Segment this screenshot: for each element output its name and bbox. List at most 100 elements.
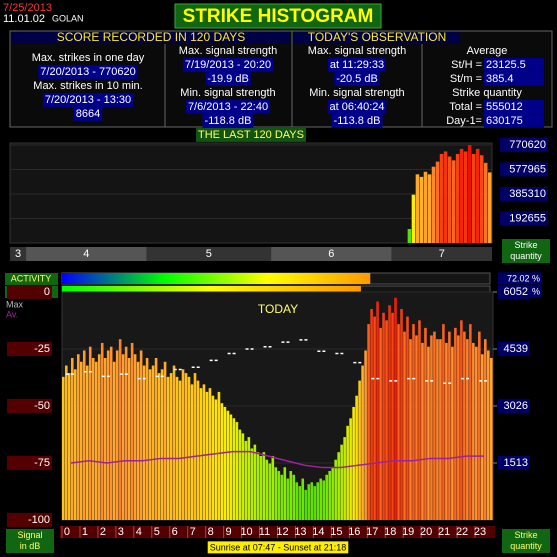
x-tick-label: 6 <box>172 526 178 538</box>
bar <box>148 369 152 520</box>
bar <box>412 324 415 520</box>
bar <box>451 160 456 243</box>
bar <box>415 335 418 520</box>
bar <box>79 361 83 520</box>
month-band <box>26 247 147 261</box>
bar <box>292 474 296 520</box>
bar <box>142 365 146 520</box>
value-box <box>500 162 548 177</box>
bar <box>136 361 140 520</box>
bar <box>229 414 233 520</box>
bar <box>475 148 480 243</box>
bar <box>310 482 314 520</box>
bar <box>483 162 488 243</box>
bar <box>199 388 203 520</box>
x-tick-label: 0 <box>64 526 70 538</box>
stat-label: Max. signal strength <box>179 45 277 57</box>
y-tick-label: 770620 <box>509 139 546 151</box>
bar <box>103 358 107 520</box>
stat-label: Max. strikes in one day <box>32 52 145 64</box>
stat-label: Max. signal strength <box>308 45 406 57</box>
bar <box>442 324 445 520</box>
stat-key: St/m = <box>450 73 482 85</box>
y-tick-label: -75 <box>34 457 50 469</box>
value-box <box>202 113 254 128</box>
bar <box>193 373 197 520</box>
bar <box>157 373 161 520</box>
y-tick-label: 0 <box>44 286 50 298</box>
bar <box>325 474 328 520</box>
stat-value: -113.8 dB <box>334 115 381 127</box>
value-box <box>7 398 52 413</box>
bar <box>481 354 484 520</box>
value-box <box>331 113 383 128</box>
station: GOLAN <box>52 13 84 23</box>
bar <box>490 358 493 520</box>
x-tick-label: 8 <box>208 526 214 538</box>
value-box <box>42 92 134 107</box>
bar <box>163 361 167 520</box>
bar <box>448 331 451 520</box>
x-tick-label: 12 <box>276 526 288 538</box>
bar <box>376 301 379 520</box>
bar <box>196 380 200 520</box>
month-band <box>271 247 392 261</box>
bar <box>454 327 457 520</box>
stat-key: Day-1= <box>446 115 482 127</box>
bar <box>220 403 224 520</box>
bar <box>256 452 260 520</box>
value-box <box>484 99 544 114</box>
bar <box>169 373 173 520</box>
bar <box>268 463 272 520</box>
bar <box>247 437 251 520</box>
bar <box>391 312 394 520</box>
bar <box>463 151 468 243</box>
axis-label-box <box>6 529 54 553</box>
y-tick-label: -100 <box>28 514 50 526</box>
legend-label: Max <box>6 299 24 309</box>
bar <box>277 471 281 520</box>
level-bar <box>62 273 371 284</box>
value-box <box>484 71 544 86</box>
bar <box>205 391 209 520</box>
value-box <box>205 71 251 86</box>
bar <box>238 429 242 520</box>
x-tick-label: 5 <box>154 526 160 538</box>
value-box <box>7 455 52 470</box>
bar <box>97 354 101 520</box>
bar <box>373 316 376 520</box>
bar <box>487 350 490 520</box>
x-tick-label: 11 <box>259 526 270 538</box>
stat-value: 385.4 <box>486 73 514 85</box>
x-tick-label: 6 <box>328 248 334 260</box>
stat-value: 8664 <box>76 108 100 120</box>
bar <box>358 380 361 520</box>
stat-value: 7/20/2013 - 770620 <box>40 66 135 78</box>
bar <box>479 155 484 243</box>
value-box <box>327 57 387 72</box>
label-box <box>5 273 58 285</box>
bar <box>419 176 424 243</box>
bar <box>388 305 391 520</box>
stat-value: 23125.5 <box>486 59 526 71</box>
value-box <box>73 106 103 121</box>
bar <box>337 452 340 520</box>
bar <box>202 384 206 520</box>
bar <box>411 194 416 243</box>
bar <box>382 312 385 520</box>
bar <box>400 309 403 520</box>
stat-value: 555012 <box>486 101 523 113</box>
stat-key: St/H = <box>451 59 482 71</box>
value-box <box>484 113 544 128</box>
y-axis-label: Strike quantity <box>510 240 542 261</box>
bar <box>85 365 89 520</box>
value-box <box>7 284 52 299</box>
bar <box>427 174 432 243</box>
bar <box>100 342 104 520</box>
title: STRIKE HISTOGRAM <box>183 6 374 27</box>
bar <box>127 358 131 520</box>
bar <box>172 365 176 520</box>
bar <box>265 459 269 520</box>
stat-value: -20.5 dB <box>336 73 378 85</box>
x-tick-label: 14 <box>312 526 324 538</box>
